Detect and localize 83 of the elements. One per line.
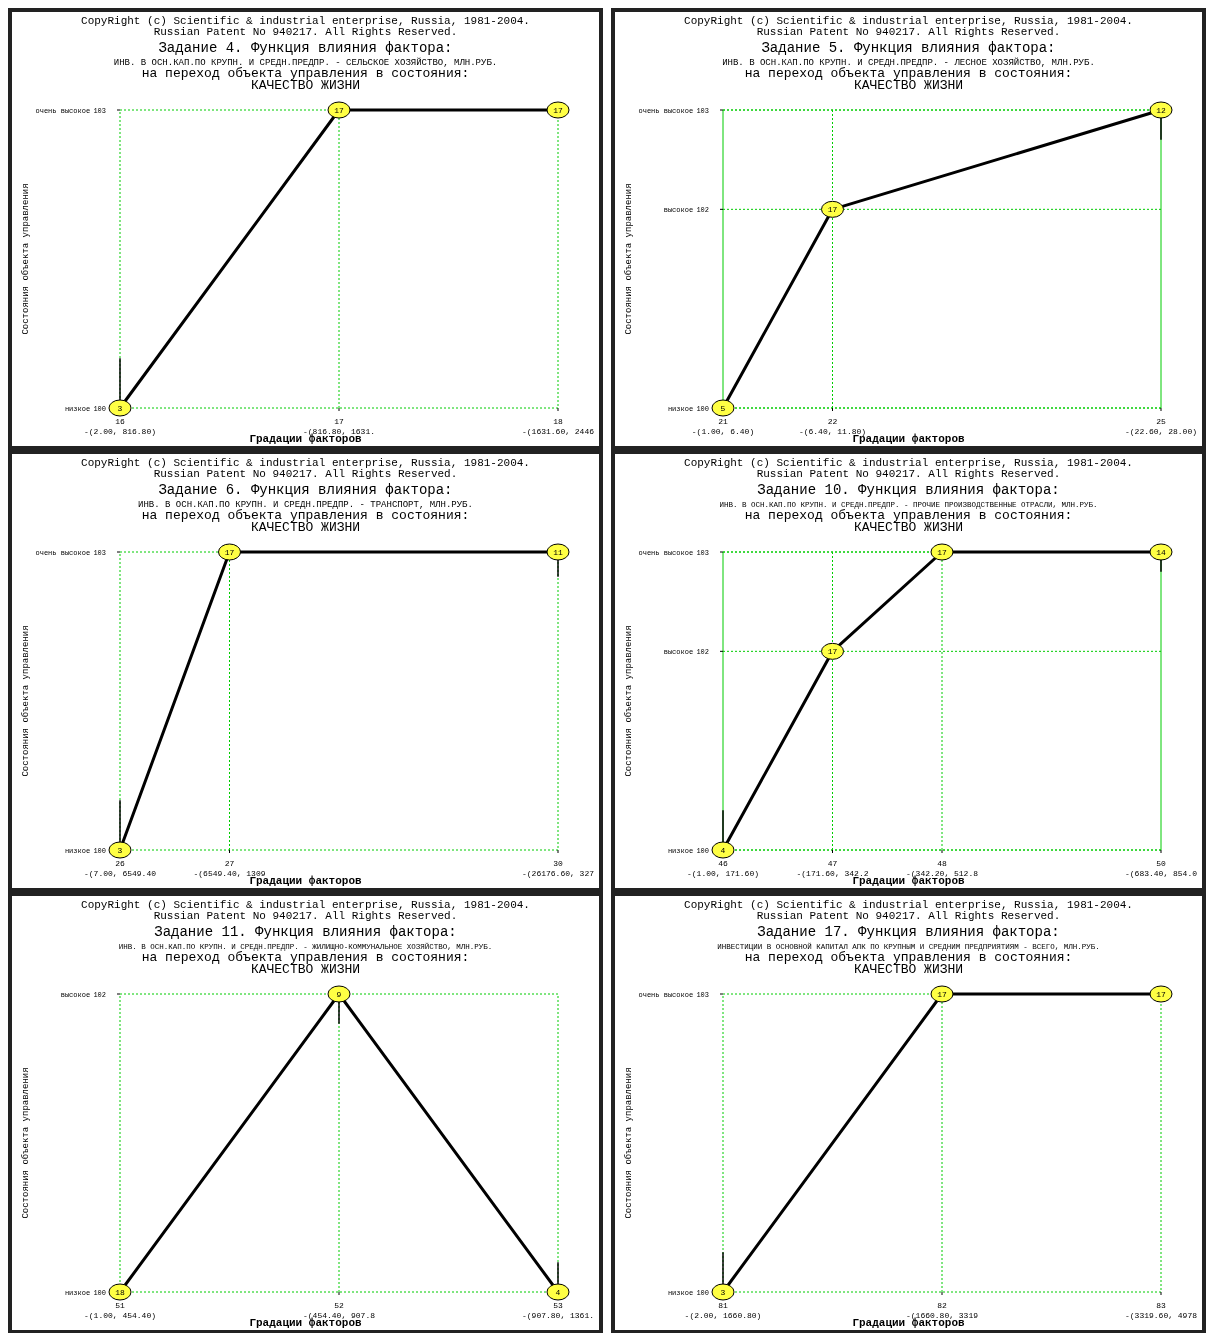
x-tick-label: 46 [718,859,728,868]
x-tick-label: 47 [827,859,838,868]
x-tick-label: 81 [718,1301,728,1310]
x-tick-label: 52 [334,1301,344,1310]
annotation: 18 [115,1288,125,1297]
annotation: 17 [1156,990,1166,999]
chart-title: Задание 4. Функция влияния фактора: [158,40,453,56]
annotation: 4 [555,1288,561,1297]
x-tick-label: 22 [827,417,838,426]
text: -(1.00, 6.40) [691,427,755,436]
text: -(2.00, 1660.80) [684,1311,762,1320]
chart-title: Задание 11. Функция влияния фактора: [154,924,457,940]
x-tick-label: 48 [937,859,947,868]
x-tick-label: 82 [937,1301,947,1310]
annotation: 14 [1156,548,1166,557]
x-tick-label: 53 [553,1301,563,1310]
x-tick-label: 21 [718,417,728,426]
chart-title: Задание 17. Функция влияния фактора: [757,924,1060,940]
chart-subtitle: ИНВ. В ОСН.КАП.ПО КРУПН. И СРЕДН.ПРЕДПР. - СЕЛЬСКОЕ ХОЗЯЙСТВО, МЛН.РУБ. на переход объекта управления в состояния: КАЧЕСТВО ЖИЗНИ [113,57,498,93]
text: CopyRight (c) Scientific & industrial enterprise, Russia, 1981-2004. [684,457,1133,469]
point [930,543,954,561]
x-tick-label: 26 [115,859,125,868]
y-axis-title: Состояния объекта управления [624,1067,634,1219]
annotation: 17 [937,990,947,999]
text: -(1631.60, 2446 [521,427,595,436]
annotation: 17 [827,205,838,215]
chart-subtitle: ИНВ. В ОСН.КАП.ПО КРУПН. И СРЕДН.ПРЕДПР. - ЛЕСНОЕ ХОЗЯЙСТВО, МЛН.РУБ. на переход объекта управления в состояния: КАЧЕСТВО ЖИЗНИ [722,57,1095,93]
text: -(907.80, 1361. [521,1311,595,1320]
annotation: 17 [553,106,563,115]
x-tick-label: 18 [553,417,563,426]
annotation: 3 [117,404,123,413]
x-tick-label: 51 [115,1301,125,1310]
x-tick-label: 25 [1156,417,1166,426]
chart-title: Задание 6. Функция влияния фактора: [158,482,453,498]
x-tick-label: 30 [553,859,563,868]
annotation: 17 [224,548,235,557]
text: Russian Patent No 940217. All Rights Reserved. [153,26,458,38]
y-axis-title: Состояния объекта управления [21,625,31,777]
text: Russian Patent No 940217. All Rights Reserved. [153,468,458,480]
y-axis-title: Состояния объекта управления [21,183,31,335]
x-tick-label: 27 [224,859,235,868]
text: -(22.60, 28.00) [1124,427,1198,436]
annotation: 12 [1156,106,1166,115]
y-axis-title: Состояния объекта управления [624,625,634,777]
text: -(2.00, 816.80) [83,427,157,436]
text: CopyRight (c) Scientific & industrial enterprise, Russia, 1981-2004. [81,15,530,27]
annotation: 5 [720,404,726,413]
text: Russian Patent No 940217. All Rights Reserved. [756,910,1061,922]
x-tick-label: 83 [1156,1301,1166,1310]
chart-subtitle: ИНВ. В ОСН.КАП.ПО КРУПН. И СРЕДН.ПРЕДПР. - ТРАНСПОРТ, МЛН.РУБ. на переход объекта управления в состояния: КАЧЕСТВО ЖИЗНИ [138,500,473,535]
point [1149,101,1173,119]
text: Russian Patent No 940217. All Rights Reserved. [756,26,1061,38]
chart-title: Задание 10. Функция влияния фактора: [757,482,1060,498]
x-tick-label: 16 [115,417,125,426]
x-tick-label: 17 [334,417,344,426]
text: CopyRight (c) Scientific & industrial enterprise, Russia, 1981-2004. [81,457,530,469]
text: -(1.00, 171.60) [686,869,760,878]
text: CopyRight (c) Scientific & industrial enterprise, Russia, 1981-2004. [684,15,1133,27]
text: Russian Patent No 940217. All Rights Reserved. [153,910,458,922]
text: CopyRight (c) Scientific & industrial enterprise, Russia, 1981-2004. [81,899,530,911]
text: CopyRight (c) Scientific & industrial enterprise, Russia, 1981-2004. [684,899,1133,911]
point [711,399,735,417]
annotation: 11 [553,548,563,557]
y-axis-title: Состояния объекта управления [21,1067,31,1219]
chart-title: Задание 5. Функция влияния фактора: [761,40,1056,56]
text: -(1.00, 454.40) [83,1311,157,1320]
annotation: 17 [827,647,838,657]
text: -(7.00, 6549.40 [83,869,157,878]
annotation: 3 [117,846,123,855]
annotation: 17 [937,548,947,557]
text: -(3319.60, 4978 [1124,1311,1198,1320]
annotation: 9 [336,990,342,999]
text: -(683.40, 854.0 [1124,869,1198,878]
annotation: 4 [720,846,726,855]
x-tick-label: 50 [1156,859,1166,868]
text: -(26176.60, 327 [521,869,595,878]
text: -(171.60, 342.2 [796,869,869,878]
annotation: 17 [334,106,344,115]
y-axis-title: Состояния объекта управления [624,183,634,335]
point [711,841,735,859]
annotation: 3 [720,1288,726,1297]
text: -(6.40, 11.80) [798,427,867,436]
text: Russian Patent No 940217. All Rights Reserved. [756,468,1061,480]
